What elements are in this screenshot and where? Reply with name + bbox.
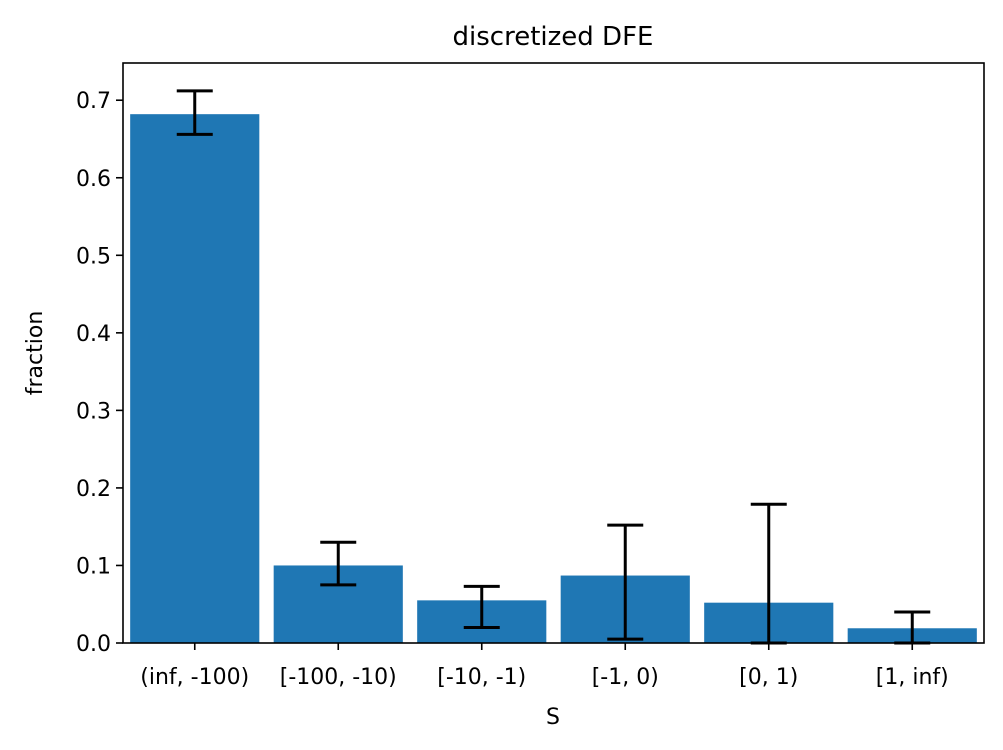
y-tick-label: 0.6: [76, 167, 111, 192]
x-tick-label: [0, 1): [739, 665, 798, 690]
y-axis-ticks: 0.0 0.1 0.2 0.3 0.4 0.5 0.6 0.7: [76, 89, 123, 657]
y-tick-label: 0.4: [76, 322, 111, 347]
y-tick-label: 0.1: [76, 554, 111, 579]
plot-area-frame: [122, 62, 985, 644]
bars-group: [130, 114, 977, 644]
y-tick-label: 0.7: [76, 89, 111, 114]
x-axis-ticks: (inf, -100) [-100, -10) [-10, -1) [-1, 0) [0…: [140, 643, 949, 690]
y-tick-label: 0.2: [76, 477, 111, 502]
bar: [130, 114, 260, 644]
x-tick-label: [-100, -10): [280, 665, 397, 690]
x-tick-label: (inf, -100): [140, 665, 249, 690]
x-tick-label: [1, inf): [876, 665, 949, 690]
error-bar: [320, 540, 357, 587]
y-axis-label: fraction: [23, 311, 48, 396]
error-bar: [463, 584, 500, 629]
y-tick-label: 0.3: [76, 399, 111, 424]
x-tick-label: [-10, -1): [437, 665, 526, 690]
error-bars-group: [176, 89, 931, 645]
chart-title: discretized DFE: [453, 22, 654, 52]
y-tick-label: 0.5: [76, 244, 111, 269]
x-tick-label: [-1, 0): [592, 665, 659, 690]
error-bar: [607, 523, 644, 641]
x-axis-label: S: [546, 705, 560, 730]
y-tick-label: 0.0: [76, 632, 111, 657]
error-bar: [176, 89, 213, 136]
